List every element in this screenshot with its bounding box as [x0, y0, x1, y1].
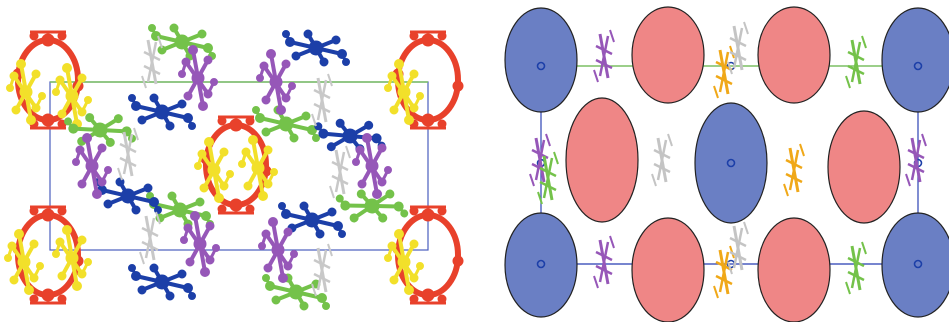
red-ellipse — [757, 6, 831, 104]
red-ellipse — [565, 97, 639, 223]
red-yellow-cluster-top-left — [4, 32, 94, 129]
left-panel — [2, 22, 464, 312]
red-ellipse — [631, 217, 705, 322]
red-yellow-cluster-bottom-right — [382, 207, 464, 303]
red-ellipse — [827, 110, 901, 224]
green-molecule — [146, 22, 218, 62]
blue-ellipse — [881, 7, 949, 113]
blue-molecule — [126, 262, 198, 302]
blue-ellipse — [504, 212, 578, 318]
red-yellow-cluster-top-right — [382, 32, 464, 128]
white-molecule — [140, 34, 164, 90]
green-stick-molecule — [844, 240, 868, 296]
purple-stick-molecule — [592, 234, 616, 290]
grey-stick-molecule — [650, 132, 674, 188]
orange-stick-molecule — [782, 142, 806, 198]
red-ellipse — [757, 217, 831, 322]
red-ellipse — [631, 6, 705, 104]
blue-molecule — [280, 28, 352, 68]
green-stick-molecule — [844, 34, 868, 90]
blue-ellipse — [694, 102, 768, 224]
blue-ellipse — [881, 212, 949, 318]
right-panel — [504, 6, 949, 322]
green-molecule — [250, 104, 322, 144]
purple-stick-molecule — [592, 28, 616, 84]
blue-ellipse — [504, 7, 578, 113]
white-molecule — [328, 144, 352, 200]
red-yellow-cluster-bottom-left — [2, 207, 94, 303]
purple-molecule — [350, 131, 394, 201]
green-molecule — [333, 179, 411, 233]
purple-stick-molecule — [904, 132, 928, 188]
